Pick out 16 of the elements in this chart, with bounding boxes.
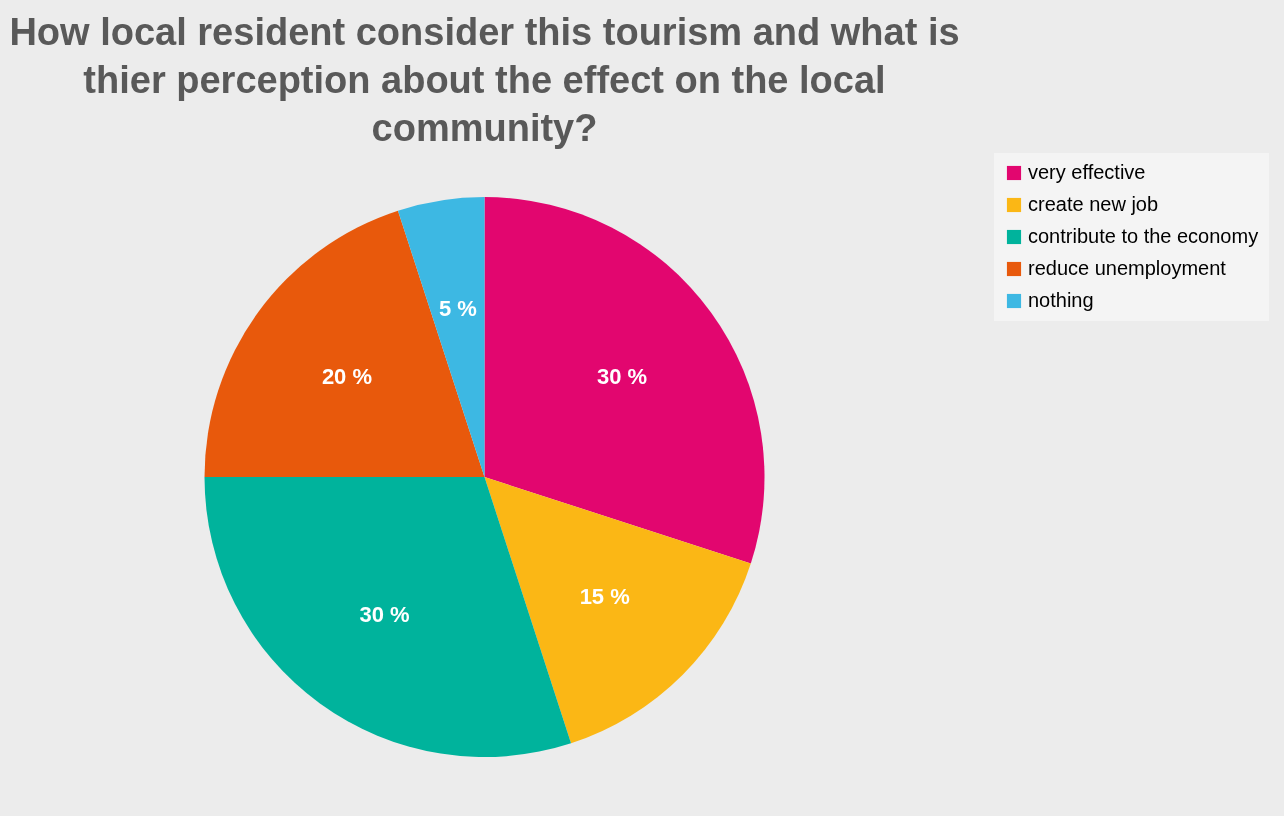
data-label: 30 % [359, 601, 410, 627]
legend-label: nothing [1028, 289, 1094, 311]
chart-title: How local resident consider this tourism and what is thier perception about the effect on the local community? [9, 11, 960, 149]
data-label: 5 % [438, 296, 477, 322]
legend-label: reduce unemployment [1028, 257, 1227, 279]
data-label: 20 % [321, 364, 373, 390]
data-label: 30 % [596, 364, 648, 390]
pie-slice [484, 197, 764, 564]
legend-label: create new job [1028, 193, 1159, 215]
pie-slice [204, 210, 485, 477]
data-label: 15 % [579, 584, 630, 610]
pie-slice [484, 477, 751, 744]
pie-slice [397, 197, 485, 477]
legend-label: contribute to the economy [1028, 225, 1259, 247]
pie-slice [204, 477, 572, 757]
legend-label: very effective [1028, 161, 1146, 183]
